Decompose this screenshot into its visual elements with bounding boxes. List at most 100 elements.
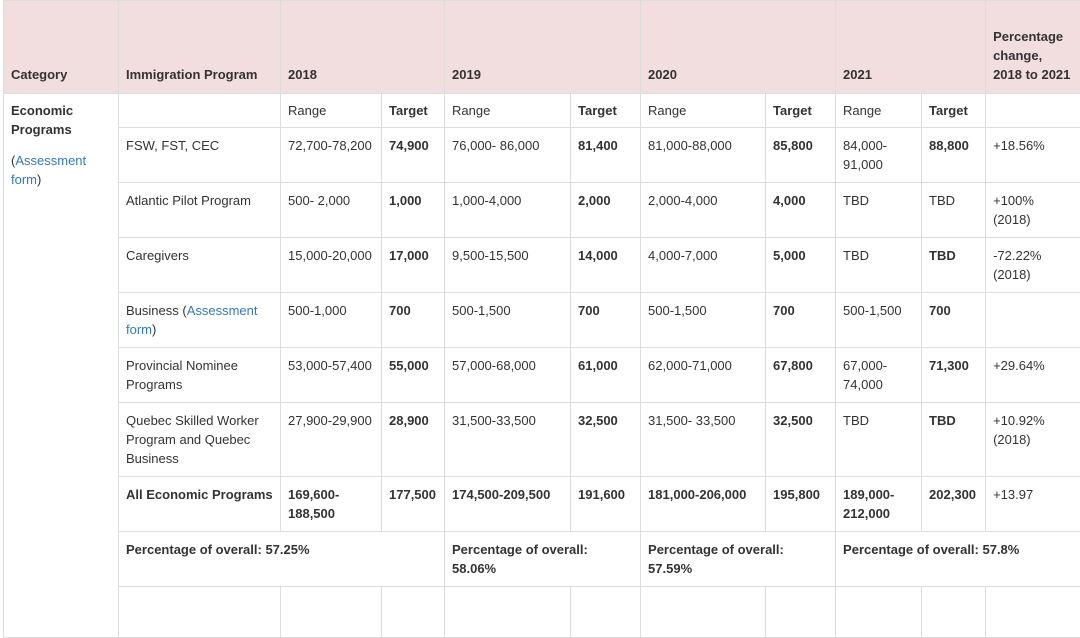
range-2018: 169,600-188,500 (281, 477, 382, 532)
target-2020: 85,800 (766, 128, 836, 183)
range-2021: 500-1,500 (836, 293, 922, 348)
range-2020: 4,000-7,000 (641, 238, 766, 293)
target-2018: 55,000 (382, 348, 445, 403)
range-2020: 62,000-71,000 (641, 348, 766, 403)
header-category: Category (4, 1, 119, 94)
subheader-range-2021: Range (836, 94, 922, 128)
target-2019: 81,400 (571, 128, 641, 183)
immigration-levels-table: Category Immigration Program 2018 2019 2… (3, 0, 1080, 638)
range-2021: 67,000-74,000 (836, 348, 922, 403)
subheader-empty (119, 94, 281, 128)
range-2018: 53,000-57,400 (281, 348, 382, 403)
assessment-form-link[interactable]: Assessment form (11, 153, 86, 187)
empty-cell (445, 587, 571, 638)
range-2019: 1,000-4,000 (445, 183, 571, 238)
target-2018: 177,500 (382, 477, 445, 532)
program-label: Business (126, 303, 179, 318)
target-2021: TBD (922, 183, 986, 238)
subheader-target-2021: Target (922, 94, 986, 128)
target-2018: 1,000 (382, 183, 445, 238)
percentage-change (986, 293, 1080, 348)
header-percentage-change: Percentage change, 2018 to 2021 (986, 1, 1080, 94)
range-2020: 2,000-4,000 (641, 183, 766, 238)
program-name: Provincial Nominee Programs (119, 348, 281, 403)
program-name: Business (Assessment form) (119, 293, 281, 348)
target-2021: 71,300 (922, 348, 986, 403)
subheader-range-2020: Range (641, 94, 766, 128)
range-2018: 27,900-29,900 (281, 403, 382, 477)
percentage-change: +18.56% (986, 128, 1080, 183)
target-2019: 2,000 (571, 183, 641, 238)
target-2020: 4,000 (766, 183, 836, 238)
target-2021: 88,800 (922, 128, 986, 183)
percentage-change: +13.97 (986, 477, 1080, 532)
header-row: Category Immigration Program 2018 2019 2… (4, 1, 1080, 94)
range-2020: 181,000-206,000 (641, 477, 766, 532)
category-name: Economic Programs (11, 101, 111, 139)
target-2021: TBD (922, 238, 986, 293)
target-2018: 74,900 (382, 128, 445, 183)
subheader-range-2019: Range (445, 94, 571, 128)
table-row: FSW, FST, CEC 72,700-78,200 74,900 76,00… (4, 128, 1080, 183)
range-2018: 15,000-20,000 (281, 238, 382, 293)
empty-cell (922, 587, 986, 638)
percentage-change: -72.22% (2018) (986, 238, 1080, 293)
subheader-target-2019: Target (571, 94, 641, 128)
program-name: Quebec Skilled Worker Program and Quebec… (119, 403, 281, 477)
empty-cell (119, 587, 281, 638)
program-name: Caregivers (119, 238, 281, 293)
empty-cell (766, 587, 836, 638)
program-name: Atlantic Pilot Program (119, 183, 281, 238)
table-row: Quebec Skilled Worker Program and Quebec… (4, 403, 1080, 477)
header-2020: 2020 (641, 1, 836, 94)
subheader-target-2018: Target (382, 94, 445, 128)
target-2020: 67,800 (766, 348, 836, 403)
range-2020: 500-1,500 (641, 293, 766, 348)
subheader-target-2020: Target (766, 94, 836, 128)
range-2021: TBD (836, 183, 922, 238)
range-2020: 81,000-88,000 (641, 128, 766, 183)
header-2019: 2019 (445, 1, 641, 94)
category-assessment: (Assessment form) (11, 151, 111, 189)
range-2021: 189,000-212,000 (836, 477, 922, 532)
target-2019: 32,500 (571, 403, 641, 477)
target-2019: 191,600 (571, 477, 641, 532)
range-2021: TBD (836, 238, 922, 293)
table-row: Business (Assessment form) 500-1,000 700… (4, 293, 1080, 348)
overall-2018: Percentage of overall: 57.25% (119, 532, 445, 587)
target-2018: 28,900 (382, 403, 445, 477)
range-2021: TBD (836, 403, 922, 477)
range-2019: 57,000-68,000 (445, 348, 571, 403)
subheader-empty-pct (986, 94, 1080, 128)
target-2019: 700 (571, 293, 641, 348)
percentage-change: +29.64% (986, 348, 1080, 403)
range-2018: 500- 2,000 (281, 183, 382, 238)
target-2021: 700 (922, 293, 986, 348)
target-2020: 32,500 (766, 403, 836, 477)
range-2018: 72,700-78,200 (281, 128, 382, 183)
program-name: FSW, FST, CEC (119, 128, 281, 183)
range-2019: 174,500-209,500 (445, 477, 571, 532)
range-2019: 500-1,500 (445, 293, 571, 348)
overall-row: Percentage of overall: 57.25% Percentage… (4, 532, 1080, 587)
continuation-row (4, 587, 1080, 638)
target-2018: 17,000 (382, 238, 445, 293)
table-row: Provincial Nominee Programs 53,000-57,40… (4, 348, 1080, 403)
table-row: Caregivers 15,000-20,000 17,000 9,500-15… (4, 238, 1080, 293)
empty-cell (641, 587, 766, 638)
header-2021: 2021 (836, 1, 986, 94)
close-paren: ) (37, 172, 41, 187)
target-2020: 195,800 (766, 477, 836, 532)
range-2019: 31,500-33,500 (445, 403, 571, 477)
range-2021: 84,000-91,000 (836, 128, 922, 183)
header-program: Immigration Program (119, 1, 281, 94)
overall-2020: Percentage of overall: 57.59% (641, 532, 836, 587)
subheader-range-2018: Range (281, 94, 382, 128)
empty-cell (986, 587, 1080, 638)
range-2019: 76,000- 86,000 (445, 128, 571, 183)
overall-2021: Percentage of overall: 57.8% (836, 532, 1080, 587)
percentage-change: +10.92% (2018) (986, 403, 1080, 477)
range-2018: 500-1,000 (281, 293, 382, 348)
target-2018: 700 (382, 293, 445, 348)
total-row: All Economic Programs 169,600-188,500 17… (4, 477, 1080, 532)
